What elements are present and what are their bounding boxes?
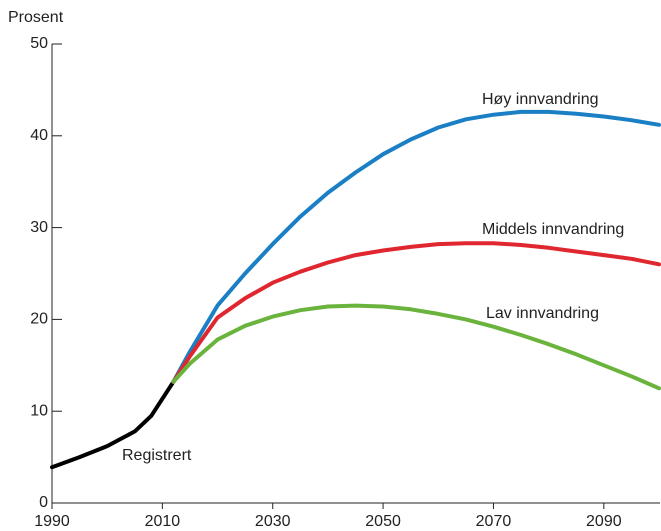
- y-axis-label: Prosent: [8, 9, 64, 26]
- x-tick-label: 2010: [145, 513, 181, 530]
- y-tick-label: 40: [30, 127, 48, 144]
- y-tick-label: 0: [39, 494, 48, 511]
- line-0: [50, 379, 176, 470]
- line-2: [171, 241, 661, 384]
- series-label: Middels innvandring: [482, 221, 624, 238]
- y-tick-label: 50: [30, 35, 48, 52]
- line-1: [171, 109, 661, 384]
- series-label: Registrert: [122, 447, 192, 464]
- x-tick-label: 2050: [365, 513, 401, 530]
- y-tick-label: 30: [30, 219, 48, 236]
- line-3: [171, 303, 661, 391]
- x-tick-label: 2090: [586, 513, 622, 530]
- y-tick-label: 10: [30, 402, 48, 419]
- x-tick-label: 1990: [34, 513, 70, 530]
- series-label: Høy innvandring: [482, 91, 599, 108]
- y-tick-label: 20: [30, 311, 48, 328]
- series-label: Lav innvandring: [486, 305, 599, 322]
- x-tick-label: 2030: [255, 513, 291, 530]
- x-tick-label: 2070: [476, 513, 512, 530]
